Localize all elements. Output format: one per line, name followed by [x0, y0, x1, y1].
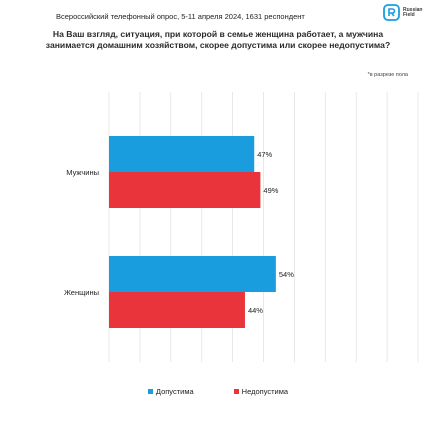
legend-label-unacceptable: Недопустима [241, 387, 289, 396]
bar-unacceptable [109, 172, 261, 208]
brand-name: Russian Field [403, 8, 427, 18]
legend-swatch-acceptable [147, 389, 153, 394]
chart-note: *в разрезе пола [367, 72, 408, 78]
data-label: 44% [248, 306, 263, 315]
bar-acceptable [109, 256, 276, 292]
data-label: 54% [279, 270, 294, 279]
data-label: 49% [263, 186, 278, 195]
russian-field-logo-icon [383, 4, 400, 21]
legend-item-unacceptable: Недопустима [233, 387, 289, 396]
chart-legend: Допустима Недопустима [0, 387, 436, 396]
legend-swatch-unacceptable [233, 389, 239, 394]
category-label: Мужчины [66, 168, 99, 177]
bar-acceptable [109, 136, 255, 172]
brand-logo: Russian Field [383, 4, 425, 22]
legend-item-acceptable: Допустима [147, 387, 194, 396]
brand-name-line1: Russian [403, 7, 423, 13]
brand-name-line2: Field [403, 12, 415, 18]
data-label: 47% [257, 150, 272, 159]
chart-question: На Ваш взгляд, ситуация, при которой в с… [45, 29, 391, 50]
legend-label-acceptable: Допустима [155, 387, 194, 396]
survey-info: Всероссийский телефонный опрос, 5-11 апр… [56, 12, 305, 21]
category-label: Женщины [64, 288, 99, 297]
bar-unacceptable [109, 292, 245, 328]
